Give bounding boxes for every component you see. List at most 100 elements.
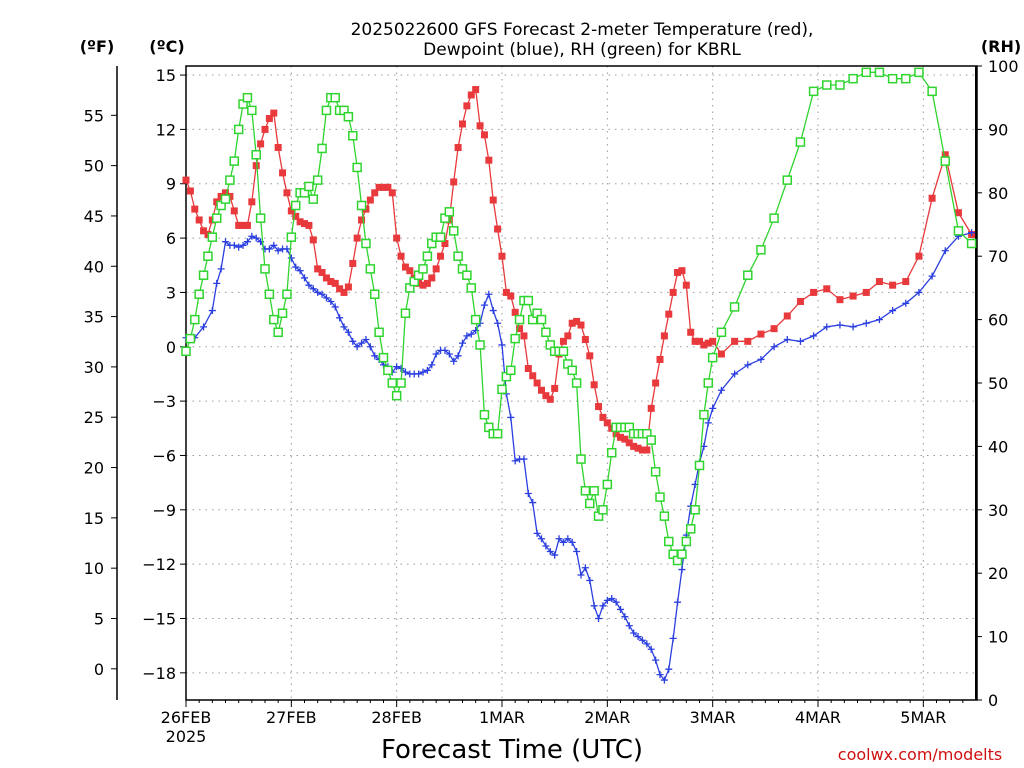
rh-point [523,295,534,306]
temperature-point [630,442,638,450]
rh-point [848,73,858,84]
dewpoint-point [463,332,471,340]
temperature-point [696,337,703,345]
y-tick-label-rh: 50 [988,374,1008,393]
temperature-point [494,225,502,233]
rh-point [580,486,591,496]
rh-point [321,105,332,116]
temperature-point [612,430,620,438]
rh-point [571,378,582,388]
y-tick-label-rh: 20 [988,564,1008,583]
rh-point [251,150,261,160]
rh-point [598,505,608,515]
dewpoint-point [731,370,739,378]
dewpoint-point [265,245,273,253]
rh-point [396,378,406,388]
rh-point [822,80,832,90]
temperature-point [559,337,567,345]
temperature-point [397,252,405,260]
rh-point [378,352,389,363]
dewpoint-point [358,339,366,347]
dewpoint-point [428,361,436,369]
rh-point [861,67,872,78]
rh-point [953,226,964,236]
temperature-point [340,288,348,296]
temperature-point [862,288,870,296]
dewpoint-point [287,254,295,262]
temperature-point [459,120,466,128]
dewpoint-point [252,234,260,242]
dewpoint-point [796,337,804,345]
y-tick-label-celsius: 9 [166,175,176,194]
rh-point [260,264,270,274]
axes: 15129630−3−6−9−12−15−1855504540353025201… [84,57,1019,727]
rh-point [927,86,937,97]
temperature-point [432,265,440,273]
y-tick-label-rh: 10 [988,628,1008,647]
y-tick-label-fahrenheit: 10 [84,559,104,578]
temperature-point [467,91,475,99]
rh-point [348,130,358,141]
temperature-point [301,220,308,228]
dewpoint-point [432,350,440,358]
temperature-point [318,269,326,277]
temperature-point [573,317,581,325]
dewpoint-point [489,307,497,315]
series-rh [181,67,977,566]
rh-point [506,365,516,376]
y-tick-label-fahrenheit: 50 [84,157,104,176]
rh-point [650,467,661,477]
temperature-point [757,330,765,338]
rh-point [808,86,819,97]
dewpoint-point [586,576,594,584]
y-tick-label-fahrenheit: 20 [84,459,104,478]
dewpoint-point [507,413,515,421]
y-tick-label-rh: 100 [988,57,1019,76]
temperature-point [678,267,686,275]
series-temperature [182,86,976,454]
temperature-point [731,337,739,345]
rh-point [514,314,525,325]
credit-link[interactable]: coolwx.com/modelts [838,745,1002,764]
x-tick-label: 26FEB [161,708,212,727]
dewpoint-point [467,330,475,338]
rh-point [242,92,253,103]
temperature-point [638,446,646,454]
dewpoint-point [941,247,949,255]
rh-point [940,156,951,166]
rh-point [211,213,222,223]
temperature-point [279,169,287,177]
temperature-point [551,384,559,392]
dewpoint-point [757,355,765,363]
dewpoint-point [362,336,370,344]
temperature-point [182,176,190,184]
dewpoint-point [318,290,326,298]
temperature-point [384,183,392,191]
rh-point [589,486,599,496]
dewpoint-point [660,676,668,684]
rh-point [966,238,977,249]
y-tick-label-fahrenheit: 40 [84,257,104,276]
dewpoint-point [770,343,778,351]
temperature-point [643,446,651,454]
rh-point [330,92,340,103]
temperature-point [599,413,607,421]
temperature-point [704,339,712,347]
dewpoint-point [524,489,532,497]
dewpoint-point [309,285,317,293]
rh-point [492,428,503,439]
dewpoint-point [393,363,401,371]
rh-point [466,283,477,293]
temperature-point [200,227,208,235]
dewpoint-point [415,370,423,378]
rh-point [470,314,481,325]
y-tick-label-rh: 80 [988,184,1008,203]
rh-point [585,498,595,509]
dewpoint-point [709,404,717,412]
y-tick-label-rh: 40 [988,437,1008,456]
dewpoint-point [301,274,308,282]
x-axis-title: Forecast Time (UTC) [381,735,643,765]
dewpoint-point [270,241,278,249]
rh-point [255,213,266,223]
y-tick-label-celsius: −15 [142,609,176,628]
